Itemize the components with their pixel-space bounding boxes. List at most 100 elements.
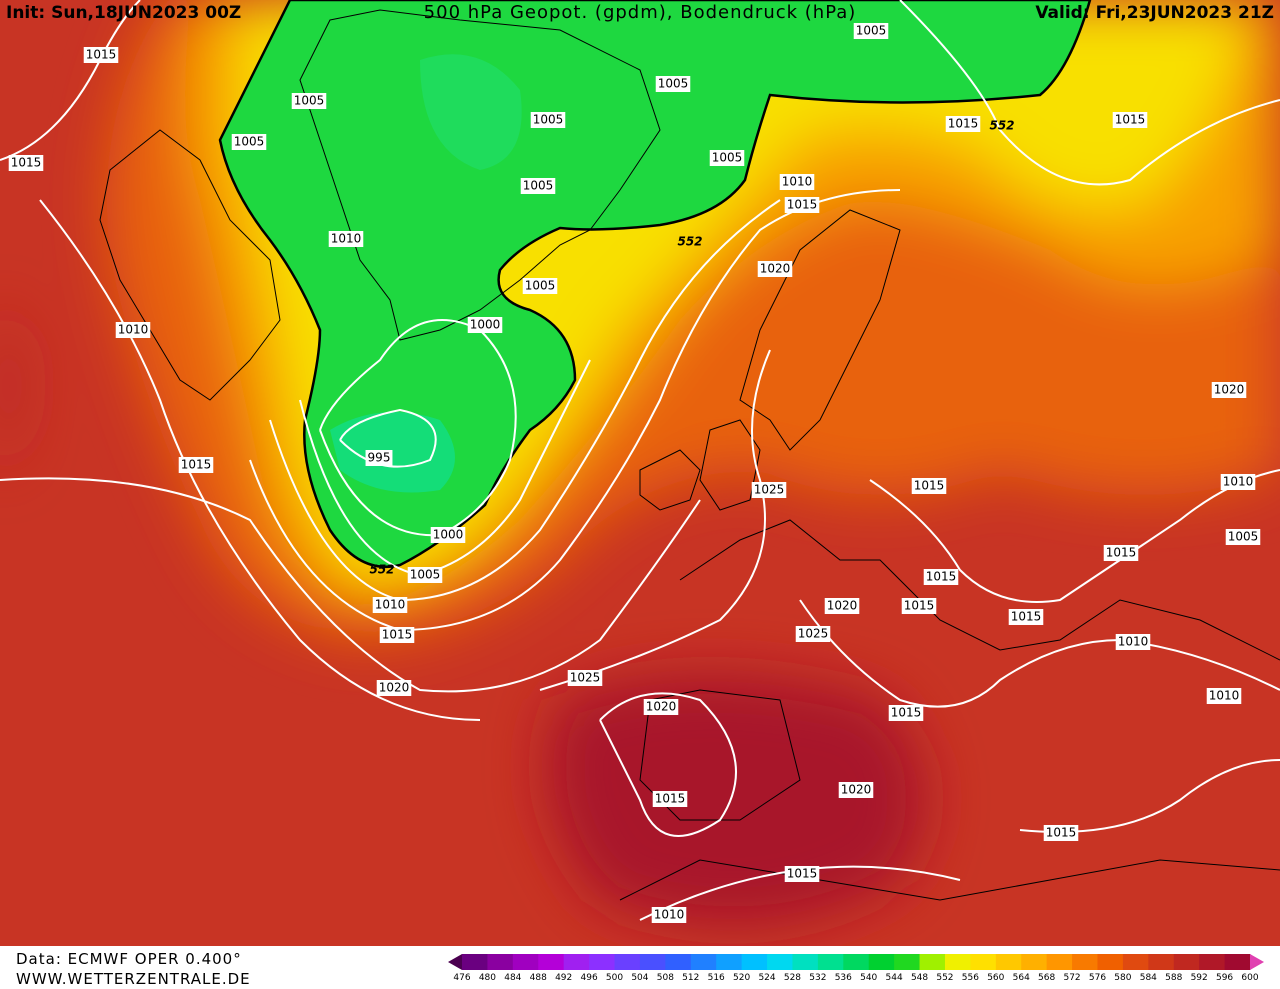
- isobar-label-text: 1015: [787, 867, 818, 881]
- isobar-label-text: 1000: [470, 318, 501, 332]
- isobar-labels: 1015 1005 1005 1015 1010 1010 1015 995 1000 1005 1…: [8, 23, 1261, 923]
- isobar-label-box: [430, 527, 466, 543]
- field-trough-core: [330, 412, 455, 493]
- isobar-label: 1010: [1220, 474, 1256, 490]
- geopotential-label: 552: [369, 563, 394, 577]
- isobar-label-text: 1025: [754, 483, 785, 497]
- isobar-label: 1000: [430, 527, 466, 543]
- isobar-label-box: [231, 134, 267, 150]
- isobar-label-text: 1015: [904, 599, 935, 613]
- isobar-label: 1015: [911, 478, 947, 494]
- isobar-label: 1015: [83, 47, 119, 63]
- isobar-label-text: 1015: [382, 628, 413, 642]
- isobar: [319, 319, 517, 537]
- colorbar-cell: [792, 954, 819, 970]
- colorbar-cell: [512, 954, 539, 970]
- colorbar-label: 600: [1241, 973, 1258, 983]
- isobar: [249, 189, 901, 632]
- colorbar-label: 496: [581, 973, 598, 983]
- isobar-label-box: [709, 150, 745, 166]
- isobar: [799, 599, 1280, 708]
- isobar-label-text: 1015: [926, 570, 957, 584]
- colorbar-cell: [690, 954, 717, 970]
- isobar-label-box: [1220, 474, 1256, 490]
- isobar-label: 1005: [291, 93, 327, 109]
- colorbar-label: 568: [1038, 973, 1055, 983]
- isobar-label: 1025: [795, 626, 831, 642]
- isobar-label-text: 1010: [331, 232, 362, 246]
- isobar-label-text: 1015: [891, 706, 922, 720]
- colorbar-label: 532: [809, 973, 826, 983]
- isobar-label-box: [888, 705, 924, 721]
- map-title: 500 hPa Geopot. (gpdm), Bodendruck (hPa): [424, 2, 857, 23]
- isobar-label-box: [520, 178, 556, 194]
- isobar-label: 1005: [709, 150, 745, 166]
- isobar-label: 1005: [231, 134, 267, 150]
- isobar-label: 1005: [520, 178, 556, 194]
- colorbar-cell: [767, 954, 793, 970]
- colorbar-label: 584: [1140, 973, 1157, 983]
- isobar-label-text: 1005: [1228, 530, 1259, 544]
- isobar-label-box: [328, 231, 364, 247]
- isobar-label-box: [376, 680, 412, 696]
- isobar-label-box: [779, 174, 815, 190]
- isobar-label-box: [467, 317, 503, 333]
- colorbar-cell: [1122, 954, 1149, 970]
- colorbar-label: 492: [555, 973, 572, 983]
- isobar: [0, 0, 141, 161]
- isobar-label-box: [795, 626, 831, 642]
- isobar-label: 1020: [757, 261, 793, 277]
- colorbar-label: 540: [860, 973, 877, 983]
- isobar-label-box: [522, 278, 558, 294]
- isobar-label-box: [784, 866, 820, 882]
- colorbar-cell: [665, 954, 692, 970]
- isobar-label-text: 1020: [1214, 383, 1245, 397]
- isobar-label-text: 1015: [914, 479, 945, 493]
- isobar-label: 1015: [901, 598, 937, 614]
- data-source: Data: ECMWF OPER 0.400°: [16, 950, 242, 968]
- colorbar-cell: [1021, 954, 1048, 970]
- isobar: [39, 199, 481, 721]
- isobar-label: 1015: [379, 627, 415, 643]
- isobar-label: 1005: [407, 567, 443, 583]
- colorbar-label: 596: [1216, 973, 1233, 983]
- isobar-label-box: [757, 261, 793, 277]
- colorbar-cell: [843, 954, 870, 970]
- isobar-label-box: [751, 482, 787, 498]
- field-ridge: [546, 675, 926, 926]
- isobar-label-box: [1206, 688, 1242, 704]
- isobar-label-box: [838, 782, 874, 798]
- colorbar-label: 508: [657, 973, 674, 983]
- colorbar: 476 480 484 488 492 496 500 504 508 512 516 520 524 5…: [448, 954, 1264, 983]
- colorbar-cell: [1097, 954, 1124, 970]
- isobar-label: 1000: [467, 317, 503, 333]
- colorbar-cell: [1046, 954, 1073, 970]
- init-time: Init: Sun,18JUN2023 00Z: [6, 3, 241, 23]
- isobar-label-text: 1015: [1011, 610, 1042, 624]
- colorbar-label: 488: [530, 973, 547, 983]
- isobar-label: 1010: [328, 231, 364, 247]
- isobar-label: 1020: [824, 598, 860, 614]
- isobar-label: 1025: [567, 670, 603, 686]
- colorbar-label: 548: [911, 973, 928, 983]
- isobar-label: 1020: [376, 680, 412, 696]
- coast-britain: [639, 419, 761, 511]
- isobar-label: 1015: [178, 457, 214, 473]
- isobar-label: 1005: [853, 23, 889, 39]
- isobar-label-box: [567, 670, 603, 686]
- isobar-label: 1015: [1103, 545, 1139, 561]
- colorbar-label: 524: [758, 973, 775, 983]
- colorbar-arrow: [1250, 954, 1264, 970]
- isobar-label-text: 1010: [118, 323, 149, 337]
- colorbar-cell: [1173, 954, 1200, 970]
- isobar-label: 1005: [655, 76, 691, 92]
- isobar-label-box: [1225, 529, 1261, 545]
- isobar-label: 1015: [888, 705, 924, 721]
- isobar-label-text: 1015: [181, 458, 212, 472]
- isobar-label-text: 1010: [782, 175, 813, 189]
- isobar-label: 995: [365, 450, 393, 466]
- isobar-label-box: [784, 197, 820, 213]
- colorbar-cell: [944, 954, 971, 970]
- isobar-label: 1015: [784, 197, 820, 213]
- isobar-label-text: 1000: [433, 528, 464, 542]
